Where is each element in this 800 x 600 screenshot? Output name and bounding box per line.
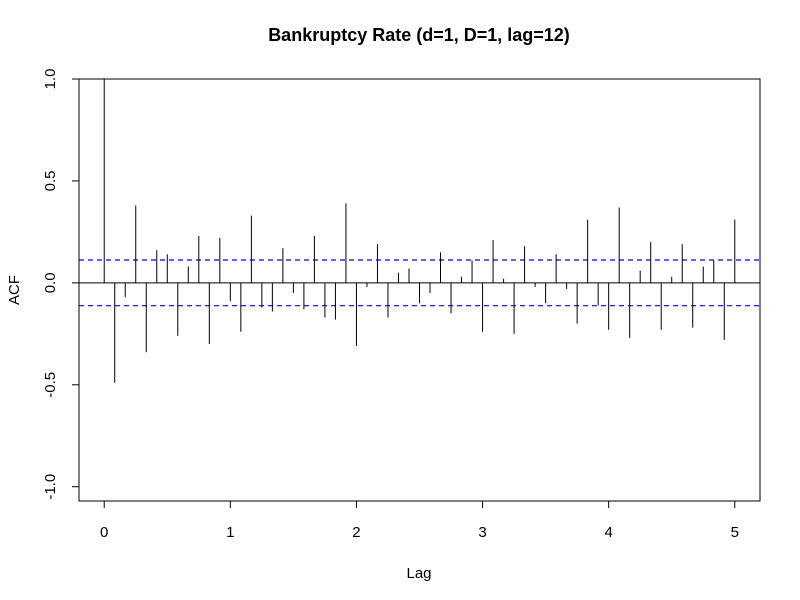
x-tick-label: 4 bbox=[604, 524, 612, 541]
x-axis: 0 1 2 3 4 5 bbox=[100, 500, 739, 541]
y-axis-label: ACF bbox=[6, 275, 23, 305]
y-tick-label: -0.5 bbox=[42, 372, 59, 398]
x-tick-label: 5 bbox=[731, 524, 739, 541]
y-tick-label: -1.0 bbox=[42, 474, 59, 500]
y-tick-label: 1.0 bbox=[42, 69, 59, 90]
chart-title: Bankruptcy Rate (d=1, D=1, lag=12) bbox=[268, 25, 570, 45]
acf-bars bbox=[103, 79, 736, 383]
x-axis-label: Lag bbox=[406, 565, 431, 582]
x-tick-label: 1 bbox=[226, 524, 234, 541]
y-axis: -1.0 -0.5 0.0 0.5 1.0 bbox=[42, 69, 80, 500]
x-tick-label: 3 bbox=[478, 524, 486, 541]
y-tick-label: 0.0 bbox=[42, 272, 59, 293]
x-tick-label: 2 bbox=[352, 524, 360, 541]
x-tick-label: 0 bbox=[100, 524, 108, 541]
y-tick-label: 0.5 bbox=[42, 171, 59, 192]
